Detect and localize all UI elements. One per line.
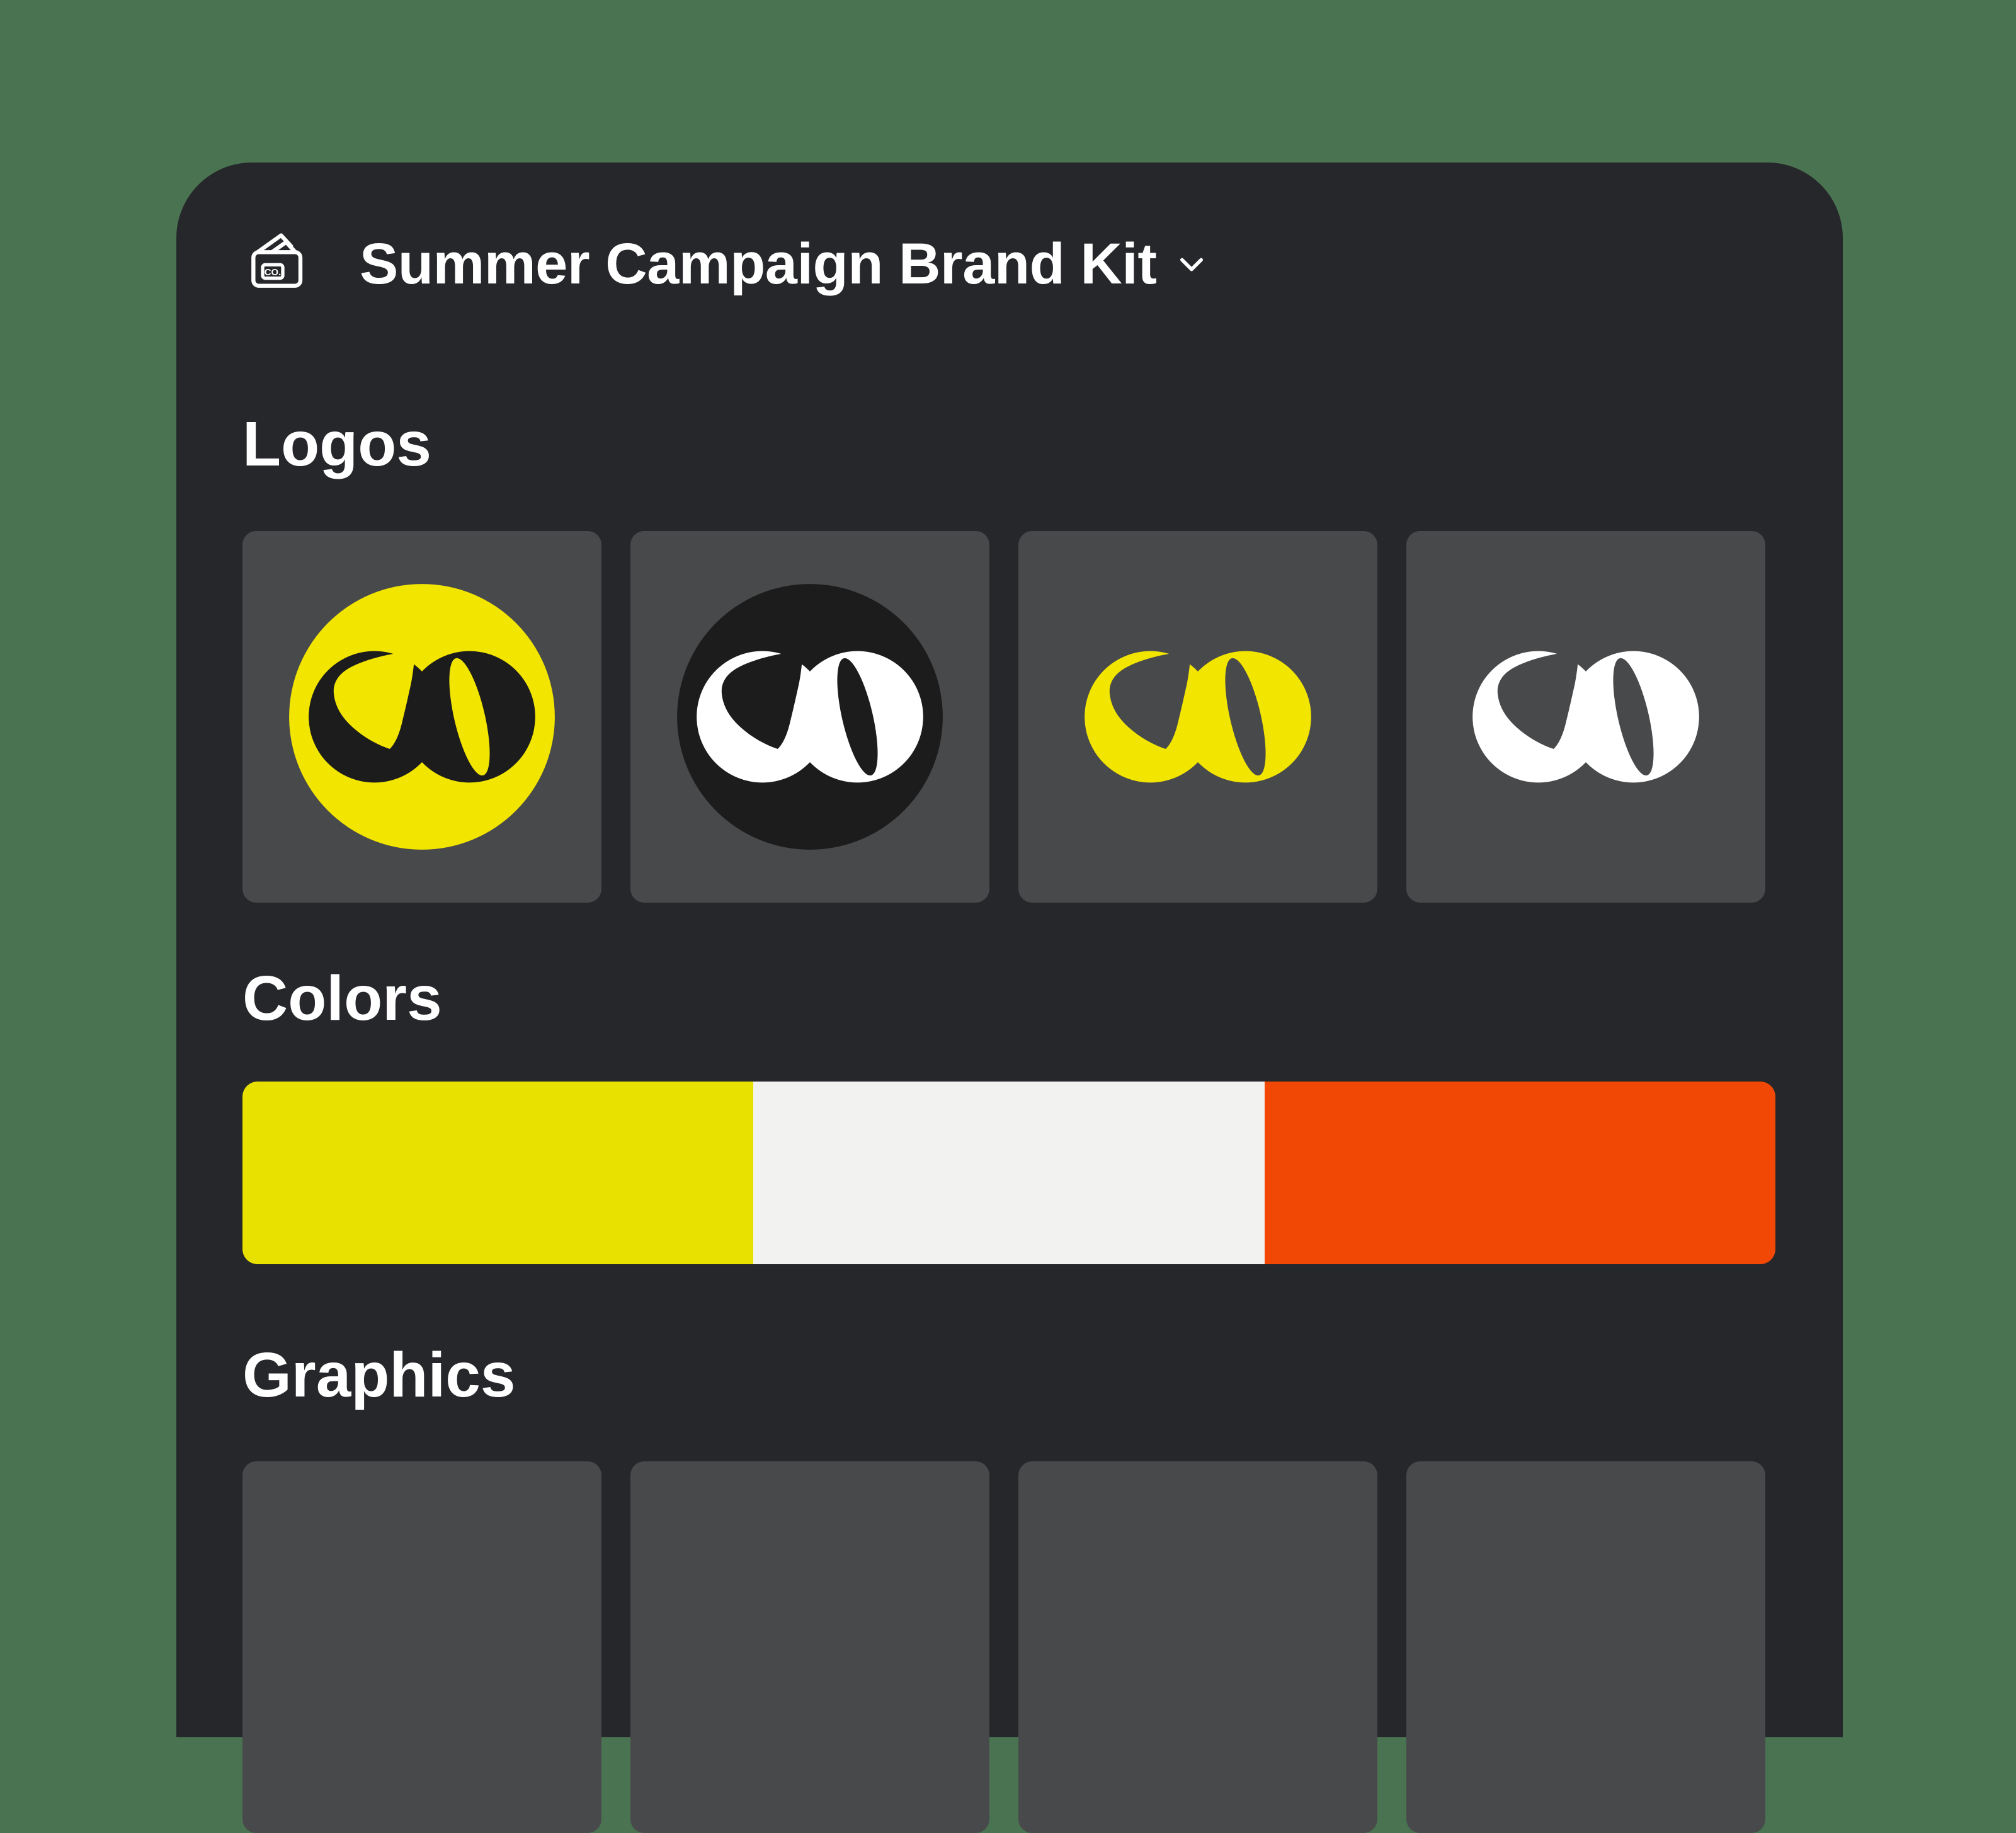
- svg-text:CO.: CO.: [265, 267, 282, 278]
